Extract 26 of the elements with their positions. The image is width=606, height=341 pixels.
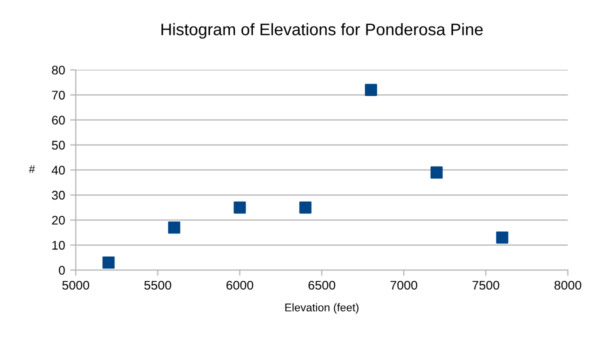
x-tick-label: 6500 bbox=[308, 280, 336, 290]
x-tick-label: 6000 bbox=[226, 280, 254, 290]
chart-title: Histogram of Elevations for Ponderosa Pine bbox=[162, 23, 483, 39]
y-tick-label: 70 bbox=[52, 90, 65, 100]
point bbox=[299, 201, 312, 214]
point bbox=[364, 84, 378, 96]
y-tick-label: 60 bbox=[52, 116, 65, 125]
x-tick-label: 7000 bbox=[390, 280, 418, 290]
point bbox=[102, 256, 115, 269]
x-tick-label: 7500 bbox=[472, 280, 500, 290]
y-tick-label: 0 bbox=[58, 266, 65, 275]
y-tick-label: 50 bbox=[52, 140, 65, 150]
point bbox=[168, 221, 180, 234]
point bbox=[430, 166, 443, 179]
x-tick-label: 5000 bbox=[62, 280, 90, 290]
y-tick-label: 20 bbox=[52, 216, 65, 225]
y-tick-label: 30 bbox=[52, 190, 65, 200]
y-axis-title: # bbox=[28, 165, 36, 173]
x-tick-label: 5500 bbox=[144, 280, 172, 290]
x-axis-title: Elevation (feet) bbox=[285, 303, 358, 314]
point bbox=[496, 231, 508, 244]
x-tick-label: 8000 bbox=[554, 280, 582, 290]
y-tick-label: 10 bbox=[52, 240, 65, 250]
y-tick-label: 40 bbox=[52, 166, 65, 175]
point bbox=[234, 201, 246, 214]
y-tick-label: 80 bbox=[52, 66, 65, 75]
